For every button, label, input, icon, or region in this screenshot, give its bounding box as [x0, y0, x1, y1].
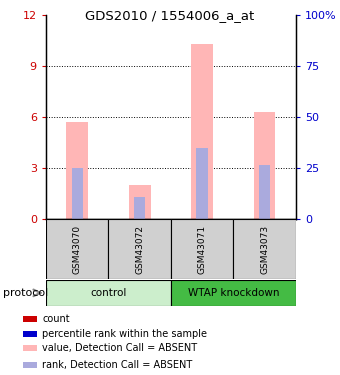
Bar — [23, 331, 37, 337]
Text: percentile rank within the sample: percentile rank within the sample — [42, 329, 207, 339]
Text: value, Detection Call = ABSENT: value, Detection Call = ABSENT — [42, 343, 197, 353]
Text: GSM43070: GSM43070 — [73, 225, 82, 274]
Text: GSM43073: GSM43073 — [260, 225, 269, 274]
Bar — [23, 316, 37, 322]
Bar — [197, 148, 208, 219]
Text: control: control — [90, 288, 126, 298]
Bar — [23, 345, 37, 351]
Text: GDS2010 / 1554006_a_at: GDS2010 / 1554006_a_at — [85, 9, 255, 22]
Bar — [71, 168, 83, 219]
Bar — [134, 197, 145, 219]
Bar — [66, 122, 88, 219]
Text: protocol: protocol — [3, 288, 49, 298]
Text: count: count — [42, 314, 70, 324]
Text: WTAP knockdown: WTAP knockdown — [188, 288, 279, 298]
Bar — [259, 165, 270, 219]
Bar — [129, 185, 151, 219]
Text: rank, Detection Call = ABSENT: rank, Detection Call = ABSENT — [42, 360, 192, 370]
Bar — [171, 280, 296, 306]
Bar — [46, 219, 108, 279]
Bar — [46, 280, 171, 306]
Bar — [108, 219, 171, 279]
Text: GSM43071: GSM43071 — [198, 225, 207, 274]
Bar — [233, 219, 296, 279]
Bar — [191, 44, 213, 219]
Bar — [171, 219, 233, 279]
Text: GSM43072: GSM43072 — [135, 225, 144, 274]
Bar — [254, 112, 275, 219]
Bar — [23, 362, 37, 368]
